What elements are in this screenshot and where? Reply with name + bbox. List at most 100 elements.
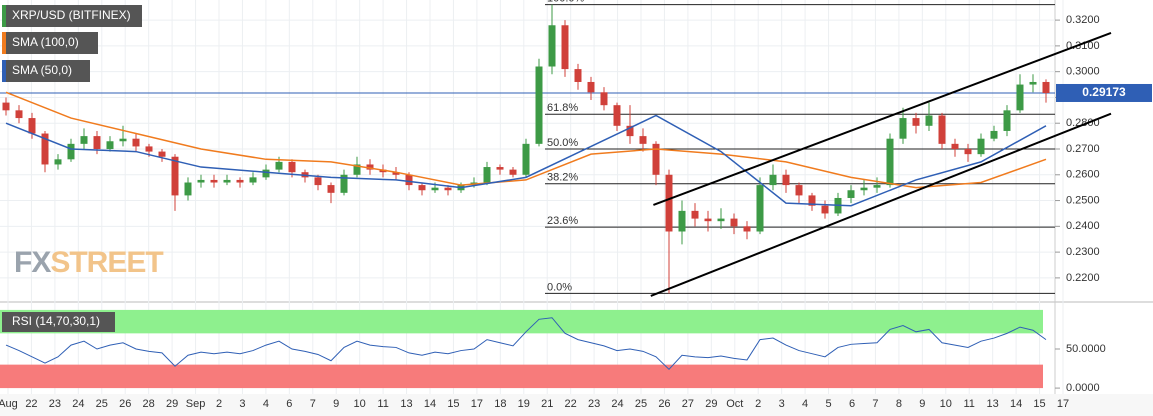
x-tick-label: 13 — [987, 398, 999, 410]
candle-body — [54, 159, 62, 165]
candle-body — [392, 172, 400, 175]
candle-body — [886, 138, 894, 186]
x-tick-label: 14 — [1010, 398, 1022, 410]
candle-body — [340, 174, 348, 193]
candle-body — [1029, 81, 1037, 85]
y-tick-label: 0.2600 — [1066, 169, 1100, 181]
candle-body — [119, 138, 127, 142]
rsi-label-box — [2, 312, 115, 332]
x-tick-label: 7 — [872, 398, 878, 410]
x-tick-label: 24 — [72, 398, 84, 410]
candle-body — [496, 167, 504, 170]
candle-body — [509, 169, 517, 175]
y-tick-label: 0.2400 — [1066, 220, 1100, 232]
x-tick-label: 19 — [518, 398, 530, 410]
legend-swatch — [2, 32, 6, 54]
fib-label: 38.2% — [547, 172, 578, 184]
x-tick-label: 17 — [1057, 398, 1069, 410]
x-tick-label: 14 — [424, 398, 436, 410]
fib-label: 61.8% — [547, 102, 578, 114]
candle-body — [262, 169, 270, 178]
candle-body — [223, 179, 231, 183]
candle-body — [158, 151, 166, 157]
candle-body — [782, 174, 790, 186]
x-tick-label: 6 — [849, 398, 855, 410]
candle-body — [665, 174, 673, 232]
legend-swatch — [2, 5, 6, 27]
candle-body — [522, 143, 530, 175]
last-price-box — [1056, 83, 1152, 102]
rsi-label: RSI (14,70,30,1) — [12, 314, 100, 328]
candle-body — [93, 136, 101, 149]
y-tick-label: 0.2200 — [1066, 272, 1100, 284]
candle-body — [964, 149, 972, 155]
candle-body — [912, 118, 920, 126]
candle-body — [548, 25, 556, 67]
candle-body — [236, 179, 244, 183]
candle-body — [769, 174, 777, 186]
candle-body — [587, 81, 595, 93]
x-tick-label: 10 — [940, 398, 952, 410]
sma-line — [5, 114, 1047, 207]
candle-body — [405, 174, 413, 186]
candle-body — [379, 169, 387, 173]
x-tick-label: 23 — [588, 398, 600, 410]
x-tick-label: 10 — [354, 398, 366, 410]
last-price-label: 0.29173 — [1082, 85, 1126, 99]
fib-label: 0.0% — [547, 281, 572, 293]
x-tick-label: 26 — [119, 398, 131, 410]
candle-body — [860, 187, 868, 191]
rsi-line — [5, 317, 1047, 371]
fib-label: 100.0% — [547, 0, 585, 5]
candle-body — [600, 92, 608, 106]
candle-body — [197, 179, 205, 183]
candle-body — [483, 167, 491, 183]
candle-body — [626, 125, 634, 137]
candle-body — [288, 161, 296, 173]
x-tick-label: 25 — [96, 398, 108, 410]
candle-body — [574, 69, 582, 82]
candle-body — [1016, 84, 1024, 111]
candle-body — [925, 115, 933, 126]
fib-label: 23.6% — [547, 215, 578, 227]
x-tick-label: 8 — [896, 398, 902, 410]
candle-body — [67, 143, 75, 160]
candle-body — [613, 105, 621, 126]
x-tick-label: 4 — [263, 398, 269, 410]
candle-body — [652, 143, 660, 175]
legend-entry: SMA (50,0) — [12, 63, 72, 77]
candle-body — [691, 210, 699, 219]
legend-entry: SMA (100,0) — [12, 35, 79, 49]
overbought-band — [0, 309, 1043, 334]
trend-line — [650, 112, 1112, 297]
y-tick-label: 0.3000 — [1066, 66, 1100, 78]
legend-swatch — [2, 60, 6, 82]
x-tick-label: 29 — [166, 398, 178, 410]
x-tick-label: 17 — [471, 398, 483, 410]
y-tick-label: 0.2700 — [1066, 143, 1100, 155]
x-tick-label: 15 — [1033, 398, 1045, 410]
y-tick-label: 0.3200 — [1066, 14, 1100, 26]
candle-body — [366, 164, 374, 170]
x-tick-label: 25 — [635, 398, 647, 410]
candle-body — [938, 115, 946, 144]
y-tick-label: 50.0000 — [1066, 343, 1106, 355]
candle-body — [132, 138, 140, 147]
fib-label: 50.0% — [547, 137, 578, 149]
x-tick-label: 26 — [658, 398, 670, 410]
x-tick-label: 7 — [310, 398, 316, 410]
candle-body — [808, 195, 816, 206]
candle-body — [314, 177, 322, 186]
x-tick-label: 18 — [494, 398, 506, 410]
trend-line — [653, 32, 1112, 206]
candle-body — [990, 130, 998, 139]
candle-body — [15, 110, 23, 119]
x-tick-label: 24 — [611, 398, 623, 410]
x-tick-label: 9 — [333, 398, 339, 410]
x-tick-label: 21 — [541, 398, 553, 410]
y-tick-label: 0.2300 — [1066, 246, 1100, 258]
candle-body — [977, 138, 985, 155]
y-tick-label: 0.3100 — [1066, 40, 1100, 52]
x-tick-label: 29 — [705, 398, 717, 410]
